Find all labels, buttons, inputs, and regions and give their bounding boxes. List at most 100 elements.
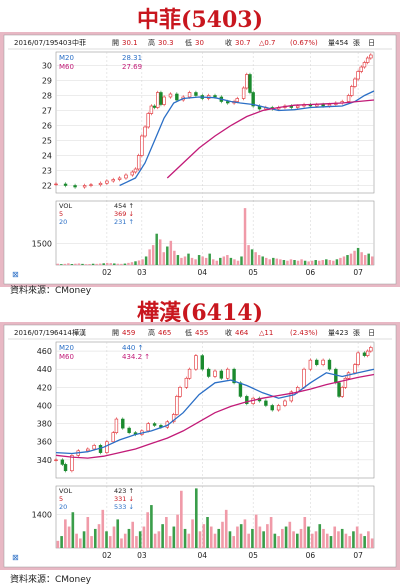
volume-bar bbox=[113, 263, 116, 265]
volume-bar bbox=[318, 524, 322, 548]
candle-body bbox=[152, 105, 157, 108]
x-tick-label: 03 bbox=[137, 551, 147, 560]
volume-bar bbox=[146, 512, 149, 548]
volume-bar bbox=[236, 526, 239, 548]
candle-body bbox=[245, 396, 249, 404]
candle-body bbox=[175, 93, 179, 101]
candle-body bbox=[365, 57, 370, 63]
volume-legend-name: 5 bbox=[59, 495, 63, 503]
volume-bar bbox=[209, 526, 213, 548]
volume-bar bbox=[60, 264, 63, 265]
ma60-line bbox=[55, 373, 375, 459]
volume-bar bbox=[250, 249, 254, 265]
volume-bar bbox=[221, 521, 224, 548]
header-code: 5403 bbox=[54, 39, 72, 47]
volume-bar bbox=[349, 253, 353, 265]
candle-body bbox=[156, 92, 160, 108]
y-tick-label: 22 bbox=[42, 182, 52, 191]
volume-bar bbox=[105, 531, 108, 548]
chart-panel bbox=[3, 34, 397, 285]
volume-bar bbox=[135, 536, 138, 548]
volume-bar bbox=[348, 536, 351, 548]
volume-bar bbox=[339, 257, 342, 265]
volume-bar bbox=[335, 259, 339, 265]
volume-tick-label: 1500 bbox=[32, 240, 52, 249]
header-unit: 張 bbox=[353, 39, 360, 47]
volume-bar bbox=[229, 257, 233, 265]
volume-bar bbox=[232, 536, 236, 548]
header-change: △0.7 bbox=[259, 39, 276, 47]
volume-bar bbox=[300, 259, 303, 265]
volume-bar bbox=[86, 517, 90, 548]
volume-bar bbox=[109, 263, 113, 265]
volume-bar bbox=[112, 526, 116, 548]
volume-bar bbox=[239, 524, 243, 548]
volume-bar bbox=[70, 264, 74, 265]
volume-bar bbox=[325, 259, 328, 265]
volume-bar bbox=[183, 528, 187, 548]
volume-bar bbox=[127, 262, 130, 265]
header-high: 30.3 bbox=[158, 39, 174, 47]
volume-bar bbox=[355, 526, 359, 548]
header-low: 455 bbox=[195, 329, 208, 337]
volume-bar bbox=[266, 524, 269, 548]
candle-body bbox=[63, 464, 68, 472]
volume-bar bbox=[344, 533, 348, 548]
volume-bar bbox=[367, 253, 370, 265]
volume-bar bbox=[116, 263, 120, 265]
y-tick-label: 24 bbox=[42, 152, 52, 161]
volume-bar bbox=[328, 260, 332, 265]
x-tick-label: 05 bbox=[248, 551, 258, 560]
header-close: 464 bbox=[235, 329, 249, 337]
y-tick-label: 23 bbox=[42, 167, 52, 176]
volume-bar bbox=[130, 262, 134, 265]
legend-name: M20 bbox=[59, 54, 74, 62]
volume-bar bbox=[370, 538, 374, 548]
legend-name: M60 bbox=[59, 63, 74, 71]
candle-body bbox=[321, 104, 325, 107]
volume-bar bbox=[269, 517, 273, 548]
volume-legend-name: 20 bbox=[59, 503, 67, 511]
y-tick-label: 25 bbox=[42, 137, 52, 146]
volume-bar bbox=[211, 259, 215, 265]
volume-bar bbox=[219, 257, 222, 265]
volume-bar bbox=[363, 536, 366, 548]
header-volume: 量454 bbox=[328, 39, 349, 47]
candle-body bbox=[133, 168, 138, 173]
legend-value: 434.2 ↑ bbox=[122, 353, 150, 361]
volume-bar bbox=[367, 531, 370, 548]
volume-bar bbox=[224, 509, 228, 548]
header-open-label: 開 bbox=[112, 39, 119, 47]
volume-bar bbox=[282, 260, 286, 265]
candle-body bbox=[54, 459, 58, 461]
volume-legend-value: 533 ↓ bbox=[114, 503, 134, 511]
candle-body bbox=[124, 174, 128, 179]
volume-bar bbox=[204, 257, 208, 265]
volume-bar bbox=[202, 524, 206, 548]
candle-body bbox=[136, 155, 141, 170]
volume-bar bbox=[180, 257, 183, 265]
volume-bar bbox=[321, 260, 325, 265]
candle-body bbox=[369, 347, 373, 352]
candle-body bbox=[346, 95, 351, 102]
x-tick-label: 07 bbox=[353, 551, 363, 560]
candle-body bbox=[98, 182, 103, 186]
source-note: 資料來源：CMoney bbox=[10, 575, 92, 585]
volume-bar bbox=[127, 528, 131, 548]
volume-bar bbox=[116, 519, 120, 548]
chart-panel bbox=[3, 324, 397, 568]
volume-bar bbox=[307, 261, 310, 265]
volume-bar bbox=[353, 250, 356, 265]
volume-legend-value: 331 ↓ bbox=[114, 495, 134, 503]
volume-bar bbox=[206, 517, 209, 548]
header-close-label: 收 bbox=[225, 38, 232, 47]
volume-bar bbox=[217, 528, 221, 548]
volume-bar bbox=[71, 512, 75, 548]
volume-bar bbox=[97, 524, 101, 548]
volume-bar bbox=[77, 263, 81, 265]
y-tick-label: 380 bbox=[37, 420, 52, 429]
volume-bar bbox=[293, 260, 296, 265]
legend-value: 440 ↑ bbox=[122, 344, 143, 352]
volume-bar bbox=[67, 526, 71, 548]
legend-value: 27.69 bbox=[122, 63, 142, 71]
